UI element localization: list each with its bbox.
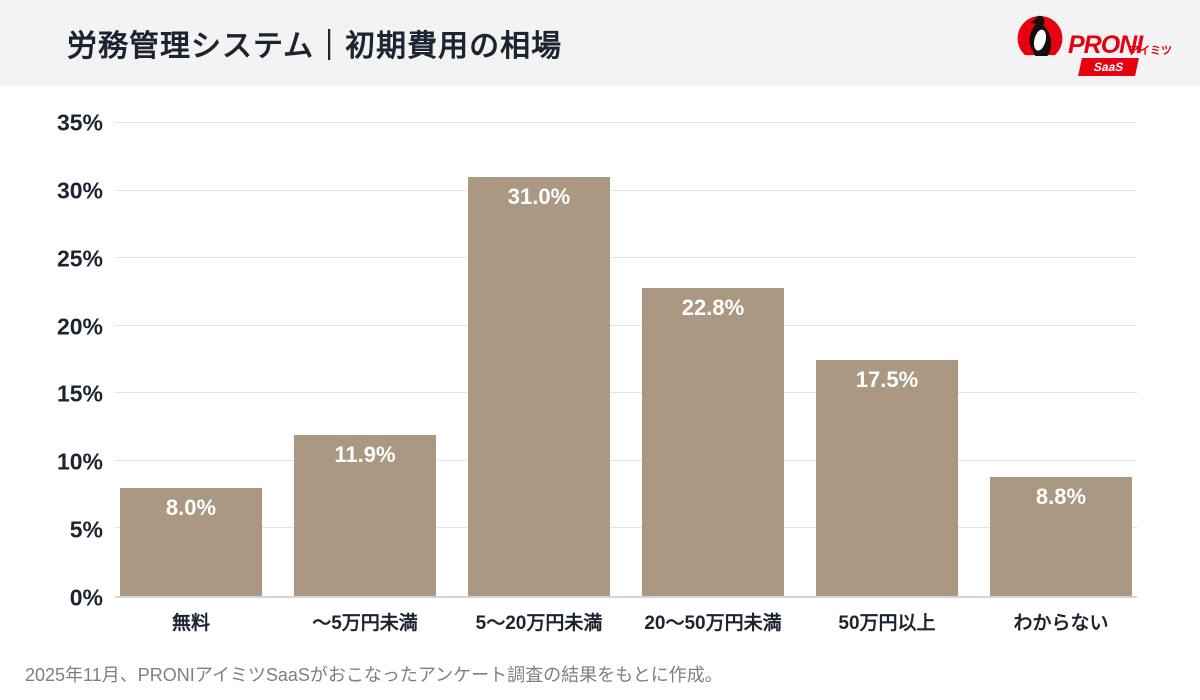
gridline xyxy=(115,122,1137,123)
y-tick-label: 25% xyxy=(56,245,103,272)
bar: 17.5% xyxy=(816,359,958,596)
proni-aimitsu-logo: PRONI アイミツ SaaS xyxy=(1012,9,1172,77)
page-title: 労務管理システム｜初期費用の相場 xyxy=(67,30,563,63)
y-tick-label: 20% xyxy=(56,313,103,340)
x-category-label: 50万円以上 xyxy=(838,613,936,634)
bar: 31.0% xyxy=(468,177,610,596)
gridline xyxy=(115,189,1137,191)
gridline xyxy=(115,527,1137,529)
y-tick-label: 10% xyxy=(56,448,103,475)
x-axis: 無料 ～5万円未満 5～20万円未満 20～50万円未満 50万円以上 わからない xyxy=(120,608,1132,635)
bar: 11.9% xyxy=(294,435,436,596)
x-category-label: ～5万円未満 xyxy=(312,613,418,634)
bar: 8.8% xyxy=(990,477,1132,596)
source-note: 2025年11月、PRONIアイミツSaaSがおこなったアンケート調査の結果をも… xyxy=(25,665,723,685)
y-tick-label: 0% xyxy=(69,584,103,611)
bar: 22.8% xyxy=(642,287,784,596)
x-category-label: わからない xyxy=(1013,613,1109,634)
logo-saas-badge: SaaS xyxy=(1078,58,1140,76)
logo-brand-text: PRONI xyxy=(1068,31,1143,59)
y-tick-label: 15% xyxy=(56,380,103,407)
y-tick-label: 5% xyxy=(69,516,103,543)
bars-container: 8.0% 11.9% 31.0% 22.8% 17.5% 8.8% xyxy=(120,123,1132,596)
y-tick-label: 35% xyxy=(56,109,103,136)
x-category-label: 無料 xyxy=(171,613,210,634)
header: 労務管理システム｜初期費用の相場 PRONI アイミツ SaaS xyxy=(0,0,1200,86)
bar-value-label: 11.9% xyxy=(334,442,396,468)
x-category-label: 20～50万円未満 xyxy=(644,613,782,634)
bar-value-label: 8.0% xyxy=(165,494,217,520)
y-axis: 0% 5% 10% 15% 20% 25% 30% 35% xyxy=(0,111,103,609)
bar-value-label: 22.8% xyxy=(681,294,745,320)
plot-area: 8.0% 11.9% 31.0% 22.8% 17.5% 8.8% xyxy=(115,122,1137,598)
bar: 8.0% xyxy=(120,487,262,596)
y-tick-label: 30% xyxy=(56,177,103,204)
gridline xyxy=(115,257,1137,259)
bar-value-label: 31.0% xyxy=(507,184,571,210)
bar-value-label: 17.5% xyxy=(855,366,919,392)
penguin-logo-icon xyxy=(1017,15,1063,56)
gridline xyxy=(115,459,1137,461)
gridline xyxy=(115,324,1137,326)
logo-sub-text: アイミツ xyxy=(1128,45,1172,57)
bar-value-label: 8.8% xyxy=(1035,484,1087,510)
x-category-label: 5～20万円未満 xyxy=(475,613,603,634)
gridline xyxy=(115,392,1137,394)
